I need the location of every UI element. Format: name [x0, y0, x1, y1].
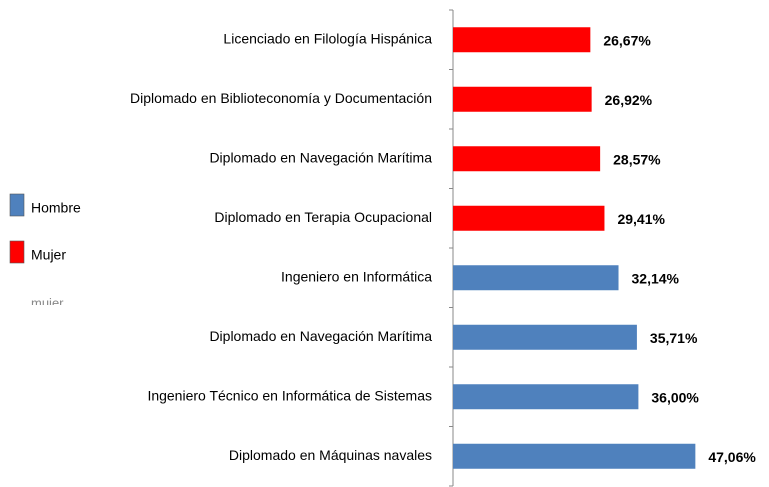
data-label: 29,41%: [617, 211, 665, 227]
category-label: Diplomado en Navegación Marítima: [209, 149, 432, 165]
annotation: mujer: [31, 295, 64, 310]
data-label: 26,92%: [605, 92, 653, 108]
bar: [453, 86, 592, 112]
category-label: Ingeniero Técnico en Informática de Sist…: [147, 387, 432, 403]
legend-label: Mujer: [31, 247, 66, 263]
bar: [453, 443, 696, 469]
category-label: Ingeniero en Informática: [281, 268, 432, 284]
bar: [453, 27, 591, 53]
legend-swatch: [9, 240, 25, 264]
data-label: 28,57%: [613, 151, 661, 167]
legend-label: Hombre: [31, 200, 81, 216]
data-label: 26,67%: [603, 32, 651, 48]
bar: [453, 265, 619, 291]
bar: [453, 384, 639, 410]
data-label: 35,71%: [650, 330, 698, 346]
category-label: Diplomado en Navegación Marítima: [209, 328, 432, 344]
bar: [453, 205, 605, 231]
category-label: Diplomado en Terapia Ocupacional: [214, 209, 432, 225]
legend-swatch: [9, 193, 25, 217]
bar: [453, 324, 637, 350]
category-label: Diplomado en Máquinas navales: [229, 447, 432, 463]
data-label: 47,06%: [708, 449, 756, 465]
bar: [453, 146, 601, 172]
category-label: Diplomado en Biblioteconomía y Documenta…: [130, 90, 432, 106]
category-label: Licenciado en Filología Hispánica: [223, 30, 432, 46]
data-label: 36,00%: [651, 389, 699, 405]
data-label: 32,14%: [632, 270, 680, 286]
